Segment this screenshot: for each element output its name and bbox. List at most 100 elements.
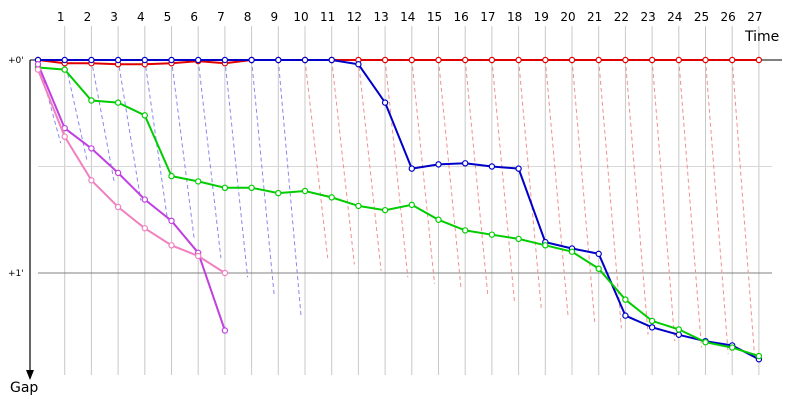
y-tick-label-1: +1' [8,269,24,279]
x-tick-label-15: 15 [427,10,442,24]
series-point-green-14 [408,201,415,209]
series-point-blue-3 [114,56,122,64]
x-tick-label-12: 12 [347,10,362,24]
series-point-green-21 [595,265,602,272]
x-tick-label-6: 6 [190,10,198,24]
x-tick-label-9: 9 [270,10,278,24]
guide-line-4 [117,59,142,201]
series-point-red-26 [729,56,736,64]
x-tick-label-8: 8 [244,10,252,24]
series-point-green-11 [328,194,335,201]
series-point-red-19 [542,56,549,64]
guide-line-10 [277,59,302,316]
series-point-red-18 [515,56,522,64]
guide-line-6 [171,59,195,239]
x-tick-label-16: 16 [454,10,469,24]
series-point-red-16 [462,56,469,64]
guide-line-15 [411,59,435,284]
guide-line-11 [304,59,329,259]
series-point-blue-5 [168,56,175,64]
series-point-pink-2 [88,177,95,184]
x-tick-label-22: 22 [614,10,629,24]
series-point-green-23 [648,317,656,325]
series-point-purple-0 [34,61,42,68]
series-point-purple-3 [114,169,122,177]
series-point-purple-4 [141,196,148,203]
series-point-red-21 [595,56,602,64]
series-point-blue-7 [221,56,229,64]
y-tick-label-0: +0' [8,56,24,66]
series-point-pink-1 [61,133,68,140]
x-tick-label-4: 4 [137,10,145,24]
series-point-blue-23 [648,324,656,331]
x-tick-label-11: 11 [320,10,335,24]
series-point-green-22 [622,296,629,303]
x-tick-label-24: 24 [667,10,682,24]
series-point-pink-5 [168,242,175,249]
series-point-green-13 [381,206,389,214]
series-point-green-17 [488,231,496,238]
series-line-pink [37,69,226,274]
series-point-pink-3 [114,203,122,211]
guide-line-18 [491,59,516,303]
series-point-green-1 [61,66,68,73]
guide-line-3 [90,59,115,182]
series-point-purple-5 [168,217,175,225]
x-tick-label-19: 19 [534,10,549,24]
series-line-red [37,59,759,66]
series-point-green-27 [755,352,763,360]
series-point-green-2 [88,97,95,104]
guide-line-7 [197,59,222,259]
series-point-blue-6 [194,56,202,64]
x-tick-label-17: 17 [480,10,495,24]
series-point-green-4 [141,112,148,119]
series-point-red-23 [648,56,656,64]
series-point-green-24 [675,326,683,333]
x-tick-label-1: 1 [57,10,65,24]
series-point-pink-7 [221,269,229,277]
x-tick-label-2: 2 [84,10,92,24]
series-point-red-14 [408,56,415,64]
series-point-green-7 [221,184,229,191]
series-point-blue-17 [488,163,496,170]
series-point-red-15 [435,56,442,64]
series-point-pink-0 [34,66,42,73]
x-tick-label-20: 20 [560,10,575,24]
series-point-blue-16 [462,160,469,167]
guide-line-24 [651,59,676,342]
x-tick-label-27: 27 [747,10,762,24]
x-tick-label-7: 7 [217,10,225,24]
series-point-blue-18 [515,165,522,172]
series-point-blue-15 [435,161,442,168]
series-point-green-3 [114,99,122,106]
series-point-blue-14 [408,165,415,172]
guide-line-20 [544,59,569,316]
series-point-red-27 [755,56,763,64]
guide-line-13 [357,59,382,271]
series-point-red-20 [568,56,576,64]
series-point-blue-4 [141,56,148,64]
series-point-green-8 [248,184,255,191]
x-tick-label-23: 23 [640,10,655,24]
series-point-green-26 [729,344,736,351]
x-tick-label-3: 3 [110,10,118,24]
series-line-blue [38,59,760,361]
series-point-blue-9 [275,56,282,64]
series-point-red-25 [702,56,709,64]
x-tick-label-21: 21 [587,10,602,24]
series-point-red-17 [488,56,496,64]
x-tick-label-10: 10 [293,10,308,24]
series-point-blue-2 [88,56,95,64]
guide-line-16 [438,59,462,291]
x-axis-title: Time [744,29,779,45]
x-tick-label-5: 5 [164,10,172,24]
series-line-green [37,66,760,358]
series-point-green-10 [301,187,309,195]
x-tick-label-25: 25 [694,10,709,24]
series-point-green-19 [542,242,549,249]
series-point-red-24 [675,56,683,64]
series-point-green-25 [702,339,709,346]
series-point-green-18 [515,235,522,243]
guide-line-25 [678,59,702,348]
